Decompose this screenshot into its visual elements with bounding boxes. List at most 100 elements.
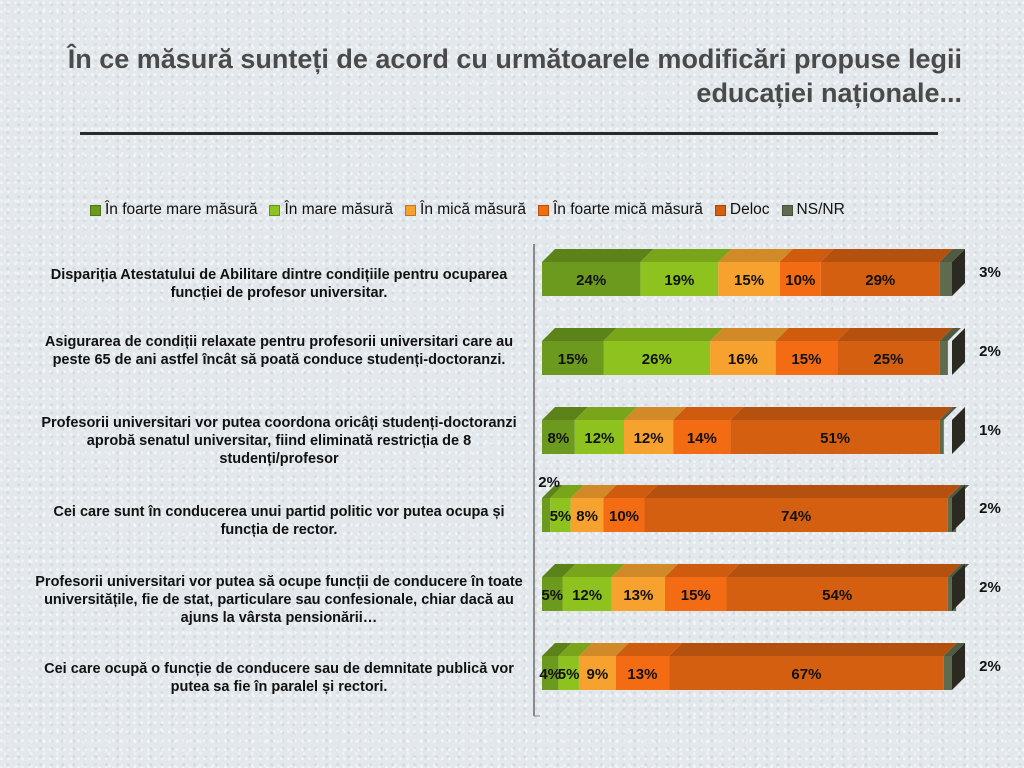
bar-segment-top (574, 407, 637, 420)
bar-segment (718, 262, 780, 296)
data-label: 4% (539, 666, 561, 683)
bar-segment-top (644, 485, 961, 498)
data-label: 25% (873, 351, 903, 368)
bar-segment (669, 656, 944, 690)
bar-segment (624, 420, 674, 454)
bar-segment (603, 498, 645, 532)
page-title: În ce măsură sunteți de acord cu următoa… (67, 44, 962, 108)
bar-segment-top (673, 407, 744, 420)
bar-end-face (952, 249, 965, 296)
bar-segment (542, 498, 551, 532)
bar-segment-top (542, 485, 564, 498)
data-label: 2% (979, 500, 1001, 517)
legend-item: Deloc (714, 201, 770, 219)
category-label: Asigurarea de condiții relaxate pentru p… (44, 334, 514, 368)
bar-segment-top (542, 643, 572, 656)
bar-row (542, 643, 965, 690)
legend-swatch (537, 204, 549, 216)
data-label: 26% (642, 351, 672, 368)
bar-segment (710, 341, 776, 375)
bar-segment (673, 420, 731, 454)
data-label: 1% (979, 422, 1001, 439)
data-label: 14% (687, 430, 717, 447)
bar-segment (542, 262, 641, 296)
legend-item: În foarte mare măsură (90, 201, 257, 219)
bar-segment-top (730, 407, 953, 420)
chart-legend: În foarte mare măsură În mare măsură În mi… (90, 199, 1020, 221)
bar-segment-top (665, 564, 740, 577)
bar-segment (939, 262, 952, 296)
data-label: 2% (979, 658, 1001, 675)
bar-row (542, 407, 965, 454)
bar-segment (550, 498, 571, 532)
bar-segment-top (939, 249, 965, 262)
bar-segment-top (578, 643, 629, 656)
legend-swatch (781, 204, 793, 216)
legend-label: Deloc (729, 201, 770, 218)
bar-segment (542, 341, 604, 375)
data-label: 67% (791, 666, 821, 683)
bar-segment-top (542, 407, 588, 420)
bar-segment (665, 577, 727, 611)
legend-label: În foarte mică măsură (552, 201, 703, 218)
data-label: 15% (681, 587, 711, 604)
bar-segment-top (710, 328, 789, 341)
bar-segment (644, 498, 948, 532)
bar-segment (939, 341, 948, 375)
bar-segment (837, 341, 940, 375)
bar-segment-top (718, 249, 793, 262)
bar-segment-top (611, 564, 678, 577)
bar-segment (542, 656, 559, 690)
bar-segment-top (624, 407, 687, 420)
data-label: 5% (558, 666, 580, 683)
data-label: 10% (785, 272, 815, 289)
bar-segment-top (615, 643, 683, 656)
category-label: Dispariția Atestatului de Abilitare dint… (50, 267, 508, 301)
bar-segment-top (943, 643, 965, 656)
data-label: 13% (623, 587, 653, 604)
bar-segment-top (640, 249, 732, 262)
legend-swatch (405, 204, 417, 216)
data-label: 9% (587, 666, 609, 683)
bar-segment-top (603, 485, 658, 498)
legend-item: NS/NR (781, 201, 845, 219)
data-label: 29% (865, 272, 895, 289)
data-label: 2% (979, 343, 1001, 360)
bar-row (542, 328, 965, 375)
bar-segment-top (542, 328, 617, 341)
legend-label: În mare măsură (284, 201, 394, 218)
bar-segment-top (570, 485, 617, 498)
bar-segment (542, 420, 575, 454)
bar-end-face (952, 407, 965, 454)
bar-row (542, 564, 970, 611)
bar-segment (562, 577, 612, 611)
bar-segment-top (669, 643, 957, 656)
data-label: 2% (538, 474, 560, 491)
legend-item: În mică măsură (405, 201, 526, 219)
category-label: Cei care sunt în conducerea unui partid … (53, 504, 505, 538)
bar-segment-top (779, 249, 834, 262)
legend-item: În mare măsură (269, 201, 393, 219)
bar-segment (603, 341, 711, 375)
bar-segment-top (820, 249, 953, 262)
bar-segment (578, 656, 616, 690)
data-label: 8% (548, 430, 570, 447)
legend-swatch (90, 204, 101, 216)
legend-label: NS/NR (796, 201, 845, 218)
bar-segment-top (775, 328, 851, 341)
bar-segment-top (542, 249, 654, 262)
data-label: 15% (558, 351, 588, 368)
bar-segment-top (939, 328, 961, 341)
bar-segment (574, 420, 624, 454)
category-label: Profesorii universitari vor putea să ocu… (35, 574, 523, 626)
bar-segment (820, 262, 940, 296)
category-label: Cei care ocupă o funcție de conducere sa… (44, 661, 514, 695)
bar-segment-top (603, 328, 724, 341)
bar-segment (730, 420, 940, 454)
data-label: 19% (664, 272, 694, 289)
bar-segment-top (837, 328, 953, 341)
data-label: 3% (979, 264, 1001, 281)
bar-row (542, 249, 965, 296)
bar-segment (615, 656, 670, 690)
